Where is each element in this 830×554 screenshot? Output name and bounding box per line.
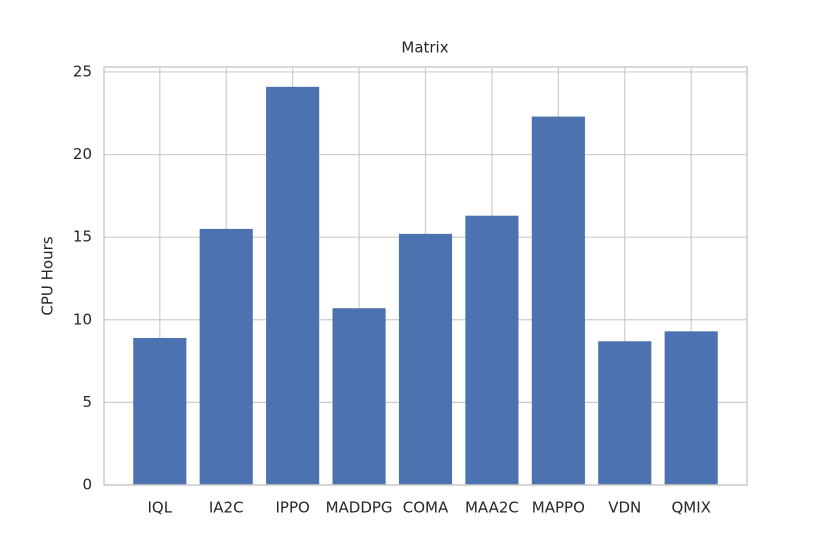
bar xyxy=(332,308,386,485)
x-tick-label: QMIX xyxy=(671,499,710,517)
bar xyxy=(199,228,253,486)
x-tick-label: IPPO xyxy=(275,499,309,517)
y-tick-label: 20 xyxy=(73,145,92,163)
x-tick-label: MAA2C xyxy=(465,499,519,517)
plot-frame xyxy=(103,66,748,486)
bar xyxy=(598,341,652,485)
bar xyxy=(133,337,187,485)
y-tick-label: 15 xyxy=(73,228,92,246)
bar xyxy=(465,215,519,485)
x-tick-label: MAPPO xyxy=(532,499,585,517)
x-tick-label: IQL xyxy=(148,499,173,517)
chart-title: Matrix xyxy=(401,39,448,57)
y-tick-label: 10 xyxy=(73,310,92,328)
bar xyxy=(531,116,585,485)
y-tick-label: 0 xyxy=(82,476,92,494)
bar xyxy=(664,331,718,485)
y-tick-label: 25 xyxy=(73,62,92,80)
x-tick-label: IA2C xyxy=(209,499,244,517)
x-tick-label: VDN xyxy=(608,499,641,517)
y-tick-label: 5 xyxy=(82,393,92,411)
x-tick-label: MADDPG xyxy=(326,499,393,517)
bar xyxy=(398,233,453,485)
x-tick-label: COMA xyxy=(403,499,449,517)
bar xyxy=(266,86,320,486)
y-axis-label: CPU Hours xyxy=(39,236,57,315)
